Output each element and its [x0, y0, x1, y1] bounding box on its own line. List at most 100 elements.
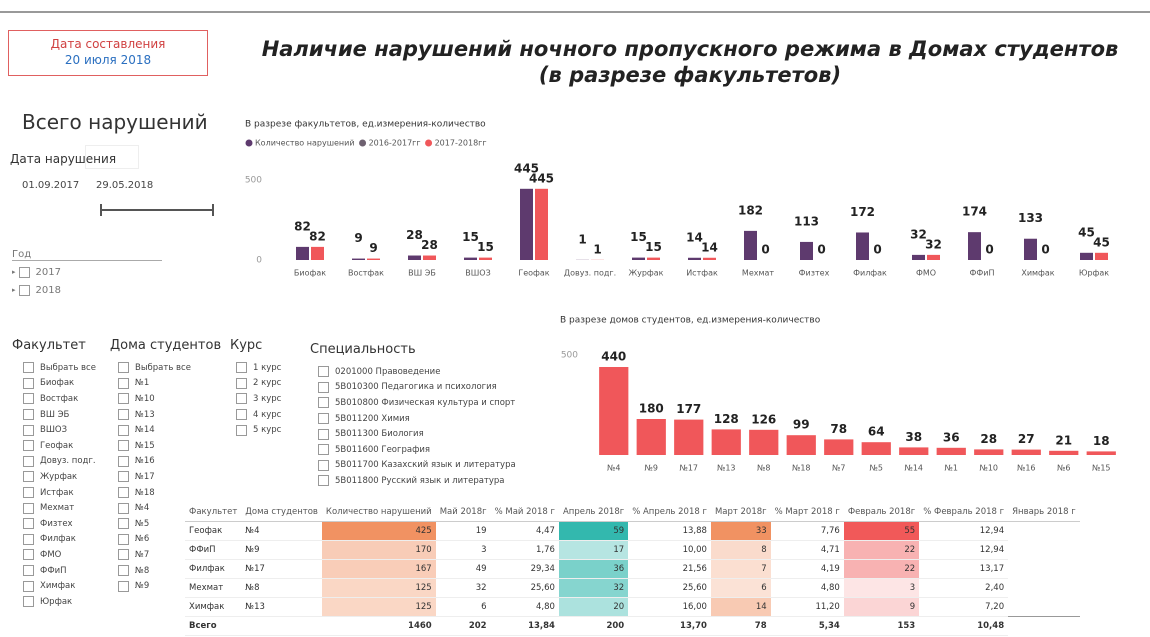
slicer-item[interactable]: Биофак	[23, 376, 96, 392]
checkbox[interactable]	[23, 425, 34, 436]
slicer-item[interactable]: Востфак	[23, 391, 96, 407]
checkbox[interactable]	[118, 378, 129, 389]
year-item[interactable]: ▸2018	[12, 281, 61, 299]
column-header[interactable]: % Март 2018 г	[771, 503, 844, 522]
slicer-item[interactable]: №15	[118, 438, 191, 454]
slicer-item[interactable]: 5B011600 География	[318, 442, 516, 458]
slicer-item[interactable]: №18	[118, 485, 191, 501]
slicer-item[interactable]: №7	[118, 547, 191, 563]
slicer-item[interactable]: №5	[118, 516, 191, 532]
column-header[interactable]: Май 2018г	[436, 503, 491, 522]
slicer-item[interactable]: №4	[118, 500, 191, 516]
slicer-item[interactable]: ФМО	[23, 547, 96, 563]
checkbox[interactable]	[23, 362, 34, 373]
slicer-item[interactable]: Выбрать все	[118, 360, 191, 376]
checkbox[interactable]	[23, 471, 34, 482]
slicer-item[interactable]: Истфак	[23, 485, 96, 501]
checkbox[interactable]	[23, 378, 34, 389]
checkbox[interactable]	[118, 549, 129, 560]
slicer-item[interactable]: 3 курс	[236, 391, 281, 407]
slicer-item[interactable]: 4 курс	[236, 407, 281, 423]
checkbox[interactable]	[236, 393, 247, 404]
checkbox[interactable]	[118, 503, 129, 514]
checkbox[interactable]	[318, 475, 329, 486]
slicer-item[interactable]: №16	[118, 454, 191, 470]
slicer-item[interactable]: №17	[118, 469, 191, 485]
slicer-item[interactable]: 2 курс	[236, 376, 281, 392]
checkbox[interactable]	[118, 456, 129, 467]
checkbox[interactable]	[118, 409, 129, 420]
checkbox[interactable]	[23, 393, 34, 404]
checkbox[interactable]	[118, 471, 129, 482]
checkbox[interactable]	[118, 425, 129, 436]
slicer-item[interactable]: Филфак	[23, 532, 96, 548]
slicer-item[interactable]: Физтех	[23, 516, 96, 532]
checkbox[interactable]	[236, 362, 247, 373]
slicer-item[interactable]: 0201000 Правоведение	[318, 364, 516, 380]
slicer-item[interactable]: №14	[118, 422, 191, 438]
checkbox[interactable]	[23, 409, 34, 420]
checkbox[interactable]	[236, 425, 247, 436]
column-header[interactable]: Февраль 2018г	[844, 503, 919, 522]
slicer-item[interactable]: 1 курс	[236, 360, 281, 376]
checkbox[interactable]	[23, 596, 34, 607]
slicer-item[interactable]: Юрфак	[23, 594, 96, 610]
slicer-item[interactable]: Журфак	[23, 469, 96, 485]
checkbox[interactable]	[318, 429, 329, 440]
checkbox[interactable]	[318, 460, 329, 471]
checkbox[interactable]	[236, 378, 247, 389]
year-item[interactable]: ▸2017	[12, 263, 61, 281]
slicer-item[interactable]: Химфак	[23, 578, 96, 594]
checkbox[interactable]	[318, 413, 329, 424]
slicer-item[interactable]: №10	[118, 391, 191, 407]
slicer-item[interactable]: Довуз. подг.	[23, 454, 96, 470]
slicer-item[interactable]: 5B011700 Казахский язык и литература	[318, 458, 516, 474]
checkbox[interactable]	[23, 534, 34, 545]
column-header[interactable]: Март 2018г	[711, 503, 771, 522]
checkbox[interactable]	[23, 440, 34, 451]
checkbox[interactable]	[318, 366, 329, 377]
checkbox[interactable]	[236, 409, 247, 420]
checkbox[interactable]	[118, 440, 129, 451]
checkbox[interactable]	[318, 444, 329, 455]
checkbox[interactable]	[23, 456, 34, 467]
checkbox[interactable]	[118, 565, 129, 576]
slicer-item[interactable]: 5B011800 Русский язык и литература	[318, 473, 516, 489]
checkbox[interactable]	[318, 382, 329, 393]
column-header[interactable]: Апрель 2018г	[559, 503, 628, 522]
checkbox[interactable]	[19, 267, 30, 278]
checkbox[interactable]	[118, 487, 129, 498]
checkbox[interactable]	[19, 285, 30, 296]
checkbox[interactable]	[118, 393, 129, 404]
slicer-item[interactable]: Выбрать все	[23, 360, 96, 376]
checkbox[interactable]	[118, 581, 129, 592]
slicer-item[interactable]: 5B010300 Педагогика и психология	[318, 380, 516, 396]
checkbox[interactable]	[118, 518, 129, 529]
slicer-item[interactable]: №1	[118, 376, 191, 392]
slicer-item[interactable]: ВШОЗ	[23, 422, 96, 438]
column-header[interactable]: Дома студентов	[241, 503, 322, 522]
column-header[interactable]: Количество нарушений	[322, 503, 436, 522]
slicer-item[interactable]: ВШ ЭБ	[23, 407, 96, 423]
date-slider[interactable]	[101, 209, 213, 211]
slicer-item[interactable]: 5B011200 Химия	[318, 411, 516, 427]
slicer-item[interactable]: Геофак	[23, 438, 96, 454]
checkbox[interactable]	[118, 534, 129, 545]
slicer-item[interactable]: Мехмат	[23, 500, 96, 516]
checkbox[interactable]	[23, 503, 34, 514]
checkbox[interactable]	[23, 549, 34, 560]
checkbox[interactable]	[23, 518, 34, 529]
slicer-item[interactable]: №9	[118, 578, 191, 594]
checkbox[interactable]	[118, 362, 129, 373]
checkbox[interactable]	[23, 487, 34, 498]
slicer-item[interactable]: №13	[118, 407, 191, 423]
slicer-item[interactable]: 5B011300 Биология	[318, 426, 516, 442]
slider-handle[interactable]	[100, 204, 102, 216]
column-header[interactable]: % Май 2018 г	[491, 503, 559, 522]
column-header[interactable]: % Апрель 2018 г	[628, 503, 711, 522]
slicer-item[interactable]: 5B010800 Физическая культура и спорт	[318, 395, 516, 411]
checkbox[interactable]	[23, 565, 34, 576]
slicer-item[interactable]: №8	[118, 563, 191, 579]
column-header[interactable]: % Февраль 2018 г	[919, 503, 1008, 522]
checkbox[interactable]	[318, 397, 329, 408]
